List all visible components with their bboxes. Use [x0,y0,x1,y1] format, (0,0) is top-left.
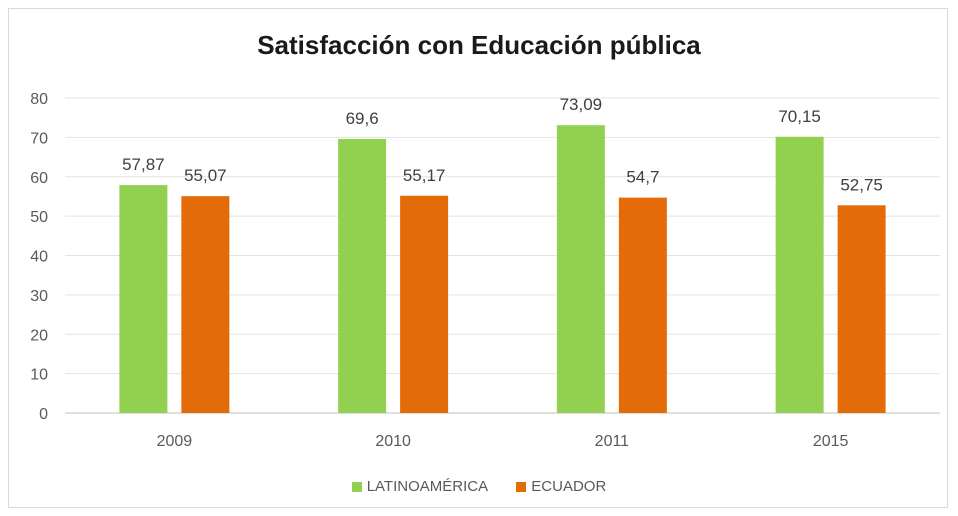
data-label-ecuador-2015: 52,75 [840,175,883,194]
legend-item-latinoamerica: LATINOAMÉRICA [351,478,489,495]
x-tick-label-2011: 2011 [595,433,630,450]
data-label-ecuador-2011: 54,7 [626,168,659,187]
y-tick-label-50: 50 [30,209,48,226]
bar-latinoamrica-2015 [775,136,824,414]
bar-latinoamrica-2011 [556,125,605,413]
y-tick-label-0: 0 [39,406,48,423]
bar-ecuador-2010 [400,195,449,413]
y-tick-label-10: 10 [30,367,48,384]
legend-swatch-ecuador [516,481,527,492]
legend: LATINOAMÉRICA ECUADOR [0,478,958,496]
x-tick-label-2015: 2015 [813,433,849,450]
bar-latinoamrica-2009 [119,185,168,413]
y-tick-label-20: 20 [30,327,48,344]
bar-ecuador-2009 [181,196,230,413]
bar-ecuador-2011 [618,197,667,413]
data-label-ecuador-2009: 55,07 [184,166,227,185]
y-tick-label-60: 60 [30,170,48,187]
data-label-latinoamrica-2009: 57,87 [122,155,165,174]
y-tick-label-70: 70 [30,130,48,147]
legend-item-ecuador: ECUADOR [516,478,606,495]
bar-latinoamrica-2010 [338,138,387,413]
y-tick-label-80: 80 [30,91,48,108]
legend-label-ecuador: ECUADOR [531,478,607,495]
data-label-latinoamrica-2010: 69,6 [346,109,379,128]
legend-label-latinoamerica: LATINOAMÉRICA [366,478,489,495]
y-tick-label-30: 30 [30,288,48,305]
legend-swatch-latinoamerica [351,481,362,492]
data-label-latinoamrica-2015: 70,15 [778,107,821,126]
x-tick-label-2010: 2010 [375,433,411,450]
x-tick-label-2009: 2009 [157,433,193,450]
chart-title: Satisfacción con Educación pública [257,30,701,60]
y-tick-label-40: 40 [30,249,48,266]
bar-ecuador-2015 [837,205,886,413]
data-label-ecuador-2010: 55,17 [403,166,446,185]
data-label-latinoamrica-2011: 73,09 [560,95,603,114]
